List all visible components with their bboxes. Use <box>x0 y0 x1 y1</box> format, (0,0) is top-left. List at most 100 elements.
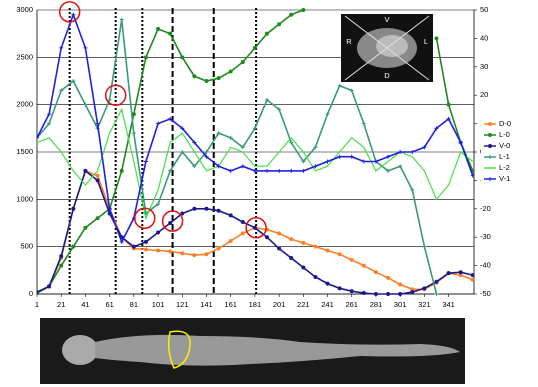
point <box>350 258 354 262</box>
point <box>168 221 172 225</box>
x-tick-label: 81 <box>130 300 138 309</box>
point <box>156 27 160 31</box>
point <box>168 249 172 253</box>
point <box>488 133 492 137</box>
point <box>59 46 63 50</box>
point <box>374 292 378 296</box>
y-tick-label: 2500 <box>16 52 33 61</box>
point <box>241 220 245 224</box>
point <box>265 32 269 36</box>
x-tick-label: 181 <box>249 300 262 309</box>
point <box>192 74 196 78</box>
x-tick-label: 61 <box>105 300 113 309</box>
point <box>217 247 221 251</box>
point <box>350 88 354 92</box>
y2-tick-label: 40 <box>480 33 488 42</box>
point <box>132 131 136 135</box>
point <box>265 169 269 173</box>
point <box>47 284 51 288</box>
point <box>83 226 87 230</box>
point <box>313 275 317 279</box>
x-tick-label: 341 <box>442 300 455 309</box>
y-tick-label: 3000 <box>16 5 33 14</box>
point <box>410 290 414 294</box>
point <box>59 254 63 258</box>
legend-label: D-0 <box>499 119 511 128</box>
point <box>168 32 172 36</box>
point <box>156 248 160 252</box>
highlight-circle <box>60 2 80 22</box>
y-tick-label: 1000 <box>16 194 33 203</box>
x-tick-label: 301 <box>394 300 407 309</box>
point <box>144 55 148 59</box>
x-tick-label: 161 <box>224 300 237 309</box>
series-line <box>37 171 473 292</box>
point <box>338 286 342 290</box>
point <box>204 252 208 256</box>
point <box>253 46 257 50</box>
ct-organs <box>376 35 408 57</box>
point <box>488 122 492 126</box>
point <box>229 70 233 74</box>
point <box>434 36 438 40</box>
point <box>410 150 414 154</box>
point <box>374 270 378 274</box>
point <box>362 264 366 268</box>
point <box>96 216 100 220</box>
point <box>71 245 75 249</box>
point <box>144 248 148 252</box>
point <box>120 17 124 21</box>
point <box>488 144 492 148</box>
point <box>326 282 330 286</box>
point <box>277 22 281 26</box>
point <box>386 292 390 296</box>
point <box>120 169 124 173</box>
point <box>338 155 342 159</box>
point <box>277 247 281 251</box>
point <box>362 159 366 163</box>
point <box>83 46 87 50</box>
point <box>204 79 208 83</box>
y-tick-label: 2000 <box>16 100 33 109</box>
point <box>301 8 305 12</box>
y-tick-label: 1500 <box>16 147 33 156</box>
point <box>386 276 390 280</box>
x-tick-label: 261 <box>345 300 358 309</box>
point <box>265 235 269 239</box>
x-tick-label: 141 <box>200 300 213 309</box>
point <box>192 253 196 257</box>
point <box>217 76 221 80</box>
point <box>398 283 402 287</box>
point <box>241 231 245 235</box>
point <box>71 13 75 17</box>
point <box>144 240 148 244</box>
mri-inset <box>40 318 465 384</box>
point <box>289 13 293 17</box>
x-tick-label: 201 <box>273 300 286 309</box>
mri-head <box>62 335 98 365</box>
x-tick-label: 1 <box>35 300 39 309</box>
point <box>289 169 293 173</box>
point <box>459 270 463 274</box>
point <box>35 290 39 294</box>
point <box>326 248 330 252</box>
point <box>156 122 160 126</box>
x-tick-label: 241 <box>321 300 334 309</box>
point <box>289 256 293 260</box>
y2-tick-label: 50 <box>480 5 488 14</box>
point <box>447 271 451 275</box>
point <box>144 159 148 163</box>
point <box>301 241 305 245</box>
point <box>83 169 87 173</box>
point <box>229 213 233 217</box>
legend-label: V-0 <box>499 141 510 150</box>
point <box>350 155 354 159</box>
point <box>338 252 342 256</box>
point <box>156 230 160 234</box>
point <box>253 226 257 230</box>
ct-label: D <box>384 71 390 80</box>
point <box>180 251 184 255</box>
legend-label: L-1 <box>499 152 510 161</box>
x-tick-label: 281 <box>370 300 383 309</box>
x-tick-label: 41 <box>81 300 89 309</box>
